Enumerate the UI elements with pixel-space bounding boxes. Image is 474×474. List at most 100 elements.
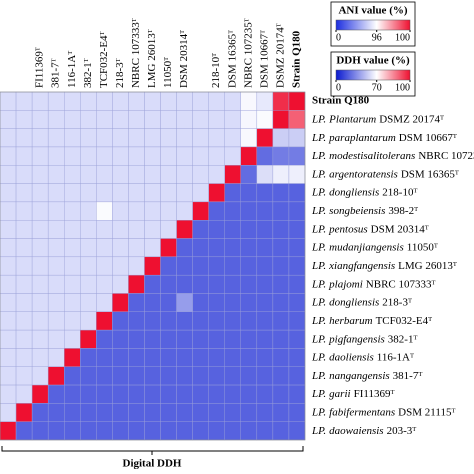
cell [31,329,49,349]
row-species: herbarum [329,314,372,326]
cell [64,403,81,422]
cell [144,146,161,166]
cell [176,348,193,367]
cell [272,403,290,422]
row-species: pigfangensis [328,333,385,345]
cell [256,128,274,148]
row-species: garii [329,388,350,400]
cell [240,238,258,258]
column-label: 11050ᵀ [162,57,174,88]
cell [144,329,161,349]
cell [176,329,193,349]
cell [160,128,177,148]
cell [208,91,225,111]
cell [0,220,17,239]
cell [64,256,81,276]
cell [80,165,97,184]
cell [47,128,65,148]
cell [96,238,113,258]
cell [96,220,113,239]
cell [256,165,274,184]
cell [288,128,306,148]
cell [160,421,177,441]
cell [128,110,145,129]
cell [224,165,241,184]
column-label: NBRC 107235ᵀ [242,18,254,88]
cell [160,91,177,111]
cell [64,329,81,349]
row-label: LP. paraplantarum DSM 10667ᵀ [311,131,457,143]
cell [112,293,129,312]
cell [272,293,290,312]
cell [272,91,290,111]
row-species: daoliensis [329,351,374,363]
cell [272,366,290,386]
cell [176,128,193,148]
cell [192,201,209,221]
cell [47,329,65,349]
cell [288,146,306,166]
cell [128,128,145,148]
cell [240,274,258,294]
row-label: LP. daowaiensis 203-3ᵀ [311,424,416,436]
cell [112,238,129,258]
cell [0,128,17,148]
row-species: fabifermentans [329,406,395,418]
cell [192,165,209,184]
cell [128,403,145,422]
cell [47,366,65,386]
cell [208,165,225,184]
cell [192,238,209,258]
cell [176,238,193,258]
row-species: Plantarum [328,113,376,125]
cell [128,348,145,367]
cell [192,256,209,276]
row-label: LP. mudanjiangensis 11050ᵀ [311,241,438,253]
cell [96,311,113,331]
cell [288,384,306,404]
row-label: LP. daoliensis 116-1Aᵀ [311,351,414,363]
cell [240,256,258,276]
cell [31,91,49,111]
cell [192,128,209,148]
cell [96,110,113,129]
row-strain: 382-1ᵀ [388,333,418,345]
cell [176,256,193,276]
cell [240,366,258,386]
cell [208,183,225,203]
row-label: LP. pigfangensis 382-1ᵀ [311,333,417,345]
cell [192,421,209,441]
cell [176,146,193,166]
row-species: dongliensis [329,186,379,198]
cell [47,201,65,221]
cell [160,220,177,239]
row-genus: LP. [311,205,326,217]
cell [224,403,241,422]
cell [288,183,306,203]
cell [224,384,241,404]
row-strain: DSM 10667ᵀ [399,131,457,143]
cell [47,238,65,258]
cell [80,256,97,276]
cell [160,293,177,312]
row-strain: TCF032-E4ᵀ [376,314,433,326]
cell [176,110,193,129]
cell [64,128,81,148]
row-label: LP. pentosus DSM 20314ᵀ [311,223,429,235]
row-genus: LP. [311,333,326,345]
cell [144,403,161,422]
cell [47,274,65,294]
cell [31,256,49,276]
row-strain: 11050ᵀ [407,241,438,253]
cell [272,274,290,294]
row-strain: 218-3ᵀ [382,296,412,308]
cell [112,274,129,294]
cell [144,183,161,203]
cell [96,384,113,404]
cell [96,348,113,367]
cell [240,220,258,239]
cell [128,165,145,184]
cell [64,366,81,386]
cell [31,110,49,129]
row-genus: LP. [311,424,326,436]
